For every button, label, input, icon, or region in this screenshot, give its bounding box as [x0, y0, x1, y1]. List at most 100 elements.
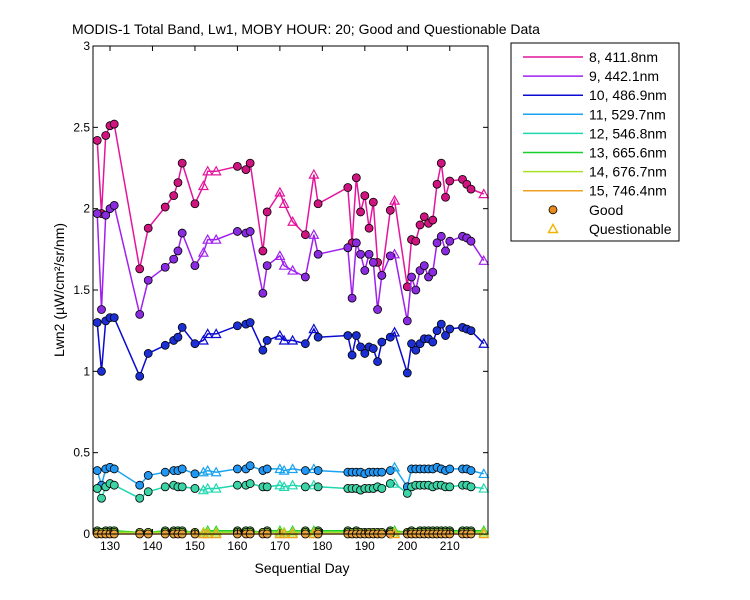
data-point-questionable [308, 228, 320, 239]
data-point-good [160, 340, 170, 350]
data-point-questionable [197, 180, 209, 191]
data-point-good [466, 326, 476, 336]
data-point-good [347, 293, 357, 303]
y-tick-label: 0.5 [73, 446, 90, 460]
data-point-questionable [389, 194, 401, 205]
data-point-questionable [202, 233, 214, 244]
data-point-good [432, 326, 442, 336]
data-point-questionable [278, 464, 290, 475]
data-point-good [143, 349, 153, 358]
data-point-questionable [287, 334, 299, 345]
data-point-good [109, 480, 119, 490]
data-point-good [360, 191, 370, 201]
data-point-good [190, 469, 200, 479]
data-point-questionable [389, 477, 401, 488]
data-point-good [441, 192, 450, 202]
data-point-good [368, 197, 378, 207]
data-point-good [143, 275, 153, 285]
data-point-good [313, 249, 323, 259]
data-point-questionable [478, 188, 490, 199]
data-point-good [92, 209, 102, 218]
x-axis-label: Sequential Day [255, 560, 350, 576]
x-tick-label: 170 [270, 539, 290, 553]
data-point-good [428, 337, 438, 347]
data-point-questionable [202, 482, 214, 493]
x-tick-label: 210 [440, 539, 460, 553]
data-point-good [313, 466, 323, 475]
data-point-questionable [274, 250, 286, 261]
data-point-questionable [478, 482, 490, 493]
axes-box [92, 45, 489, 535]
data-point-questionable [210, 482, 222, 493]
data-point-good [262, 482, 272, 492]
data-point-good [245, 479, 255, 488]
data-point-good [351, 173, 361, 183]
data-point-good [313, 332, 323, 342]
data-point-good [364, 249, 374, 259]
legend-label: 15, 746.4nm [589, 183, 667, 199]
data-point-good [101, 210, 111, 220]
data-point-good [402, 488, 412, 498]
data-point-good [135, 493, 145, 503]
data-point-good [368, 344, 378, 353]
data-point-questionable [287, 463, 299, 474]
data-point-good [92, 318, 102, 327]
data-point-good [356, 249, 365, 259]
legend-marker-good [548, 205, 558, 215]
data-point-good [419, 261, 429, 271]
legend-label: 14, 676.7nm [589, 164, 667, 180]
data-point-good [466, 482, 476, 492]
chart-title: MODIS-1 Total Band, Lw1, MOBY HOUR: 20; … [72, 21, 540, 37]
data-point-good [143, 471, 153, 480]
data-point-good [343, 331, 353, 340]
data-point-good [419, 212, 429, 222]
data-point-good [135, 309, 145, 319]
x-tick-label: 160 [227, 539, 247, 553]
plot-area [92, 119, 490, 539]
x-tick-label: 190 [355, 539, 375, 553]
data-point-good [351, 238, 361, 248]
data-point-questionable [478, 337, 490, 348]
data-point-good [377, 467, 387, 477]
data-point-good [109, 201, 119, 210]
data-point-good [373, 305, 382, 314]
data-point-good [135, 264, 145, 274]
data-point-good [343, 243, 353, 253]
data-point-questionable [308, 168, 320, 179]
data-point-questionable [478, 254, 490, 265]
data-point-good [313, 482, 323, 492]
legend-label-good: Good [589, 202, 623, 218]
data-point-good [377, 270, 387, 280]
data-point-good [258, 288, 268, 298]
data-point-good [436, 319, 446, 329]
data-point-good [101, 131, 111, 140]
data-point-good [300, 466, 310, 475]
axes: 130 140 150 160 170 180 190 200 210 0 0.5 1 1.5 2 2.5 3 [73, 39, 489, 553]
data-point-questionable [202, 464, 214, 475]
data-point-good [97, 305, 106, 314]
data-point-good [343, 183, 353, 192]
data-point-good [368, 257, 378, 267]
data-point-good [300, 482, 310, 492]
legend-label: 10, 486.9nm [589, 87, 667, 103]
data-point-good [233, 464, 242, 474]
data-point-questionable [278, 481, 290, 492]
data-point-good [445, 176, 455, 186]
data-point-good [373, 357, 382, 366]
data-point-good [190, 484, 200, 493]
data-point-good [411, 285, 421, 295]
data-point-questionable [202, 165, 214, 176]
x-tick-label: 150 [185, 539, 205, 553]
data-point-good [143, 223, 153, 233]
data-point-questionable [389, 461, 401, 472]
data-point-questionable [389, 248, 401, 259]
data-point-questionable [197, 484, 209, 495]
data-point-good [160, 202, 170, 212]
data-point-good [407, 272, 416, 282]
data-point-good [233, 161, 242, 171]
data-point-questionable [278, 198, 290, 208]
data-point-good [245, 158, 255, 168]
data-point-questionable [287, 526, 299, 537]
data-point-good [436, 231, 446, 241]
